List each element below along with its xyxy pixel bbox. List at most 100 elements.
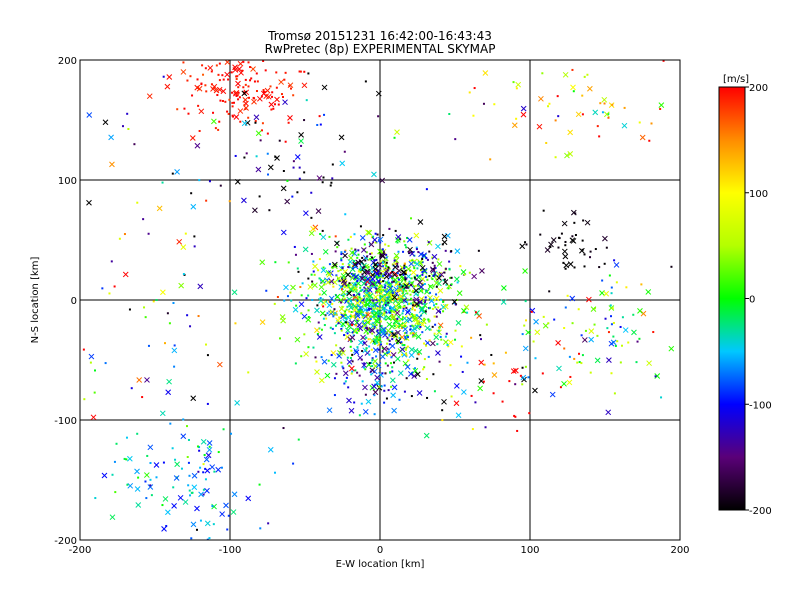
scatter-point-dot	[632, 313, 635, 316]
scatter-point-dot	[208, 180, 211, 183]
scatter-point-dot	[411, 304, 414, 307]
scatter-point-dot	[292, 462, 295, 465]
scatter-point-dot	[104, 362, 107, 365]
scatter-point-x	[390, 314, 397, 320]
scatter-point-dot	[384, 372, 387, 375]
scatter-point-x	[298, 132, 304, 138]
scatter-point-dot	[374, 286, 377, 289]
scatter-point-dot	[312, 260, 315, 263]
scatter-point-dot	[260, 129, 263, 132]
scatter-point-x	[410, 269, 417, 276]
scatter-point-x	[102, 119, 109, 126]
scatter-point-dot	[197, 104, 200, 107]
scatter-point-dot	[408, 251, 411, 254]
scatter-point-dot	[371, 256, 374, 259]
y-tick-label: -200	[54, 536, 77, 547]
scatter-point-dot	[539, 233, 542, 236]
scatter-point-dot	[423, 317, 426, 320]
scatter-point-dot	[400, 341, 403, 344]
scatter-point-dot	[607, 331, 610, 334]
scatter-point-dot	[428, 275, 431, 278]
scatter-point-dot	[448, 112, 451, 115]
scatter-point-x	[191, 472, 198, 479]
scatter-point-dot	[217, 73, 220, 76]
scatter-point-dot	[371, 322, 374, 325]
scatter-point-x	[372, 337, 379, 344]
scatter-point-x	[165, 389, 172, 396]
scatter-point-dot	[355, 324, 358, 327]
scatter-point-dot	[426, 258, 429, 261]
scatter-point-dot	[525, 319, 528, 322]
scatter-point-x	[190, 203, 197, 210]
scatter-point-dot	[415, 278, 418, 281]
scatter-point-dot	[340, 251, 343, 254]
scatter-point-dot	[404, 337, 407, 340]
scatter-point-dot	[361, 380, 364, 383]
scatter-point-x	[613, 262, 620, 268]
scatter-point-x	[436, 329, 442, 336]
scatter-point-x	[109, 161, 115, 168]
scatter-point-dot	[359, 225, 362, 228]
scatter-point-dot	[354, 261, 357, 264]
scatter-point-x	[436, 275, 442, 281]
scatter-point-dot	[247, 371, 250, 374]
scatter-point-dot	[382, 280, 385, 283]
scatter-point-x	[88, 353, 95, 360]
scatter-point-dot	[419, 325, 422, 328]
scatter-point-x	[430, 267, 437, 274]
scatter-point-dot	[400, 342, 403, 345]
scatter-point-dot	[609, 304, 612, 307]
scatter-point-dot	[343, 297, 346, 300]
scatter-point-dot	[344, 249, 347, 252]
scatter-point-dot	[368, 329, 371, 332]
scatter-point-dot	[373, 325, 376, 328]
scatter-point-dot	[358, 296, 361, 299]
scatter-point-dot	[247, 85, 250, 88]
scatter-point-dot	[410, 313, 413, 316]
scatter-point-x	[610, 339, 617, 346]
scatter-point-x	[360, 334, 366, 341]
scatter-point-dot	[606, 327, 609, 330]
scatter-point-x	[404, 309, 411, 316]
scatter-point-x	[134, 486, 141, 492]
scatter-point-dot	[342, 367, 345, 370]
scatter-point-dot	[369, 318, 372, 321]
scatter-point-dot	[596, 125, 599, 128]
scatter-point-dot	[373, 413, 376, 416]
scatter-point-dot	[652, 331, 655, 334]
scatter-point-dot	[605, 246, 608, 249]
scatter-point-dot	[397, 250, 400, 253]
scatter-point-dot	[584, 329, 587, 332]
scatter-point-x	[203, 456, 210, 463]
scatter-point-x	[408, 352, 415, 358]
scatter-point-x	[377, 236, 384, 243]
scatter-point-dot	[373, 342, 376, 345]
scatter-point-dot	[474, 311, 477, 314]
scatter-point-dot	[121, 125, 124, 128]
scatter-point-dot	[363, 265, 366, 268]
scatter-point-x	[389, 343, 396, 349]
scatter-point-x	[453, 400, 460, 407]
scatter-point-dot	[324, 314, 327, 317]
scatter-point-dot	[427, 241, 430, 244]
scatter-point-dot	[398, 337, 401, 340]
scatter-point-dot	[381, 276, 384, 279]
scatter-point-dot	[474, 401, 477, 404]
scatter-point-x	[379, 253, 386, 260]
scatter-point-x	[404, 363, 411, 370]
scatter-point-dot	[322, 305, 325, 308]
scatter-point-dot	[320, 356, 323, 359]
scatter-point-dot	[401, 291, 404, 294]
scatter-point-dot	[387, 244, 390, 247]
scatter-point-x	[160, 289, 166, 296]
scatter-point-x	[567, 261, 574, 267]
scatter-point-dot	[364, 303, 367, 306]
scatter-point-dot	[346, 332, 349, 335]
scatter-point-x	[318, 298, 324, 304]
scatter-point-dot	[349, 356, 352, 359]
scatter-point-dot	[310, 252, 313, 255]
scatter-point-dot	[405, 246, 408, 249]
scatter-point-dot	[277, 103, 280, 106]
scatter-point-dot	[313, 273, 316, 276]
scatter-point-dot	[242, 60, 245, 63]
